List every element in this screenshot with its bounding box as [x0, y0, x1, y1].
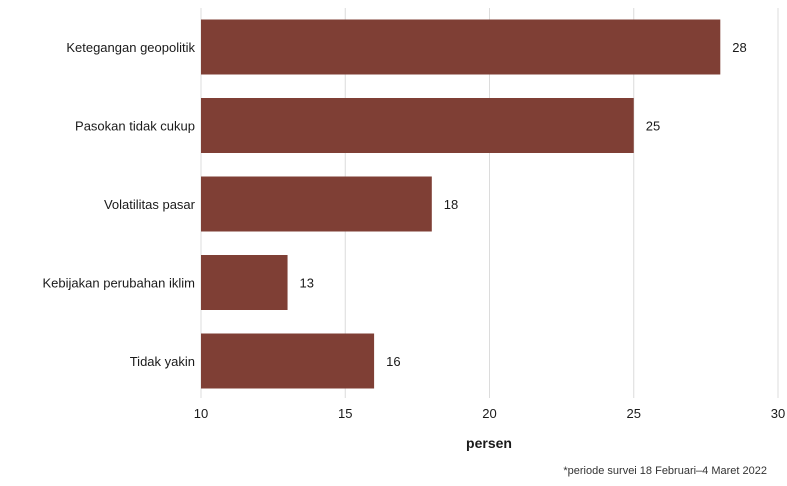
bar	[201, 176, 432, 232]
category-label: Tidak yakin	[130, 354, 195, 369]
x-tick-labels: 10 15 20 25 30	[194, 406, 785, 421]
category-labels: Ketegangan geopolitik Pasokan tidak cukup…	[43, 40, 196, 369]
bar	[201, 255, 288, 310]
bar	[201, 98, 634, 153]
x-tick-label: 15	[338, 406, 352, 421]
bar-value-label: 13	[300, 276, 314, 291]
category-label: Ketegangan geopolitik	[66, 40, 195, 55]
category-label: Kebijakan perubahan iklim	[43, 276, 195, 291]
bar	[201, 333, 375, 389]
bar-value-label: 18	[444, 197, 458, 212]
category-label: Volatilitas pasar	[104, 197, 196, 212]
x-tick-label: 10	[194, 406, 208, 421]
bar-value-label: 28	[732, 40, 746, 55]
x-tick-label: 25	[627, 406, 641, 421]
x-tick-label: 30	[771, 406, 785, 421]
x-tick-label: 20	[482, 406, 496, 421]
category-label: Pasokan tidak cukup	[75, 119, 195, 134]
bars	[201, 19, 721, 389]
data-labels: 28 25 18 13 16	[300, 40, 747, 369]
bar	[201, 19, 721, 75]
x-axis-title: persen	[466, 435, 512, 451]
bar-value-label: 16	[386, 354, 400, 369]
bar-value-label: 25	[646, 119, 660, 134]
chart-footnote: *periode survei 18 Februari–4 Maret 2022	[563, 465, 767, 477]
